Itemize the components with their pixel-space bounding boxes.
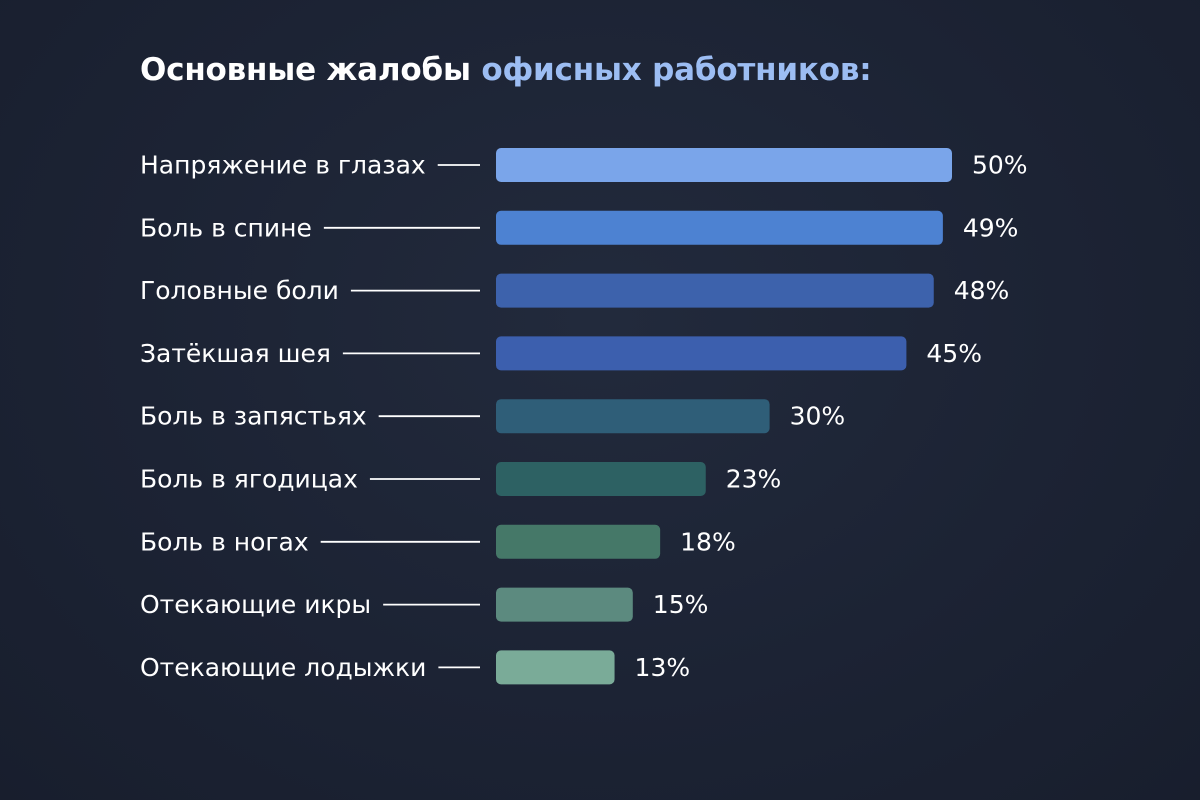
bar-row: Отекающие икры 15% [140,587,709,622]
value-label: 23% [726,465,782,494]
bar [496,462,706,496]
category-label: Отекающие лодыжки [140,653,426,682]
bar [496,399,770,434]
bar [496,148,952,182]
category-label: Боль в запястьях [140,402,367,431]
value-label: 48% [954,276,1010,305]
bar-row: Головные боли 48% [140,273,1010,308]
value-label: 15% [653,590,709,619]
value-label: 13% [635,653,691,682]
bar [496,524,661,559]
category-label: Боль в спине [140,213,312,242]
category-label: Головные боли [140,276,339,305]
value-label: 49% [963,213,1019,242]
bar-row: Боль в ногах 18% [140,524,736,559]
chart-title-part1: Основные жалобы [140,52,471,88]
bar-row: Боль в ягодицах 23% [140,462,781,496]
bar [496,650,615,685]
category-label: Боль в ногах [140,527,309,556]
bar [496,210,943,245]
bar [496,587,633,622]
value-label: 18% [680,527,736,556]
bar-row: Боль в спине 49% [140,210,1019,245]
bar [496,273,934,308]
category-label: Боль в ягодицах [140,465,358,494]
value-label: 45% [926,339,982,368]
bar-row: Напряжение в глазах 50% [140,148,1028,182]
bar-row: Отекающие лодыжки 13% [140,650,691,685]
bar-row: Затёкшая шея 45% [140,336,982,371]
value-label: 50% [972,151,1028,180]
category-label: Напряжение в глазах [140,151,426,180]
bar-row: Боль в запястьях 30% [140,399,846,434]
chart-title-part2: офисных работников: [481,52,872,88]
bar [496,336,907,371]
category-label: Отекающие икры [140,590,371,619]
value-label: 30% [790,402,846,431]
category-label: Затёкшая шея [140,339,331,368]
chart-title: Основные жалобы офисных работников: [140,52,872,88]
